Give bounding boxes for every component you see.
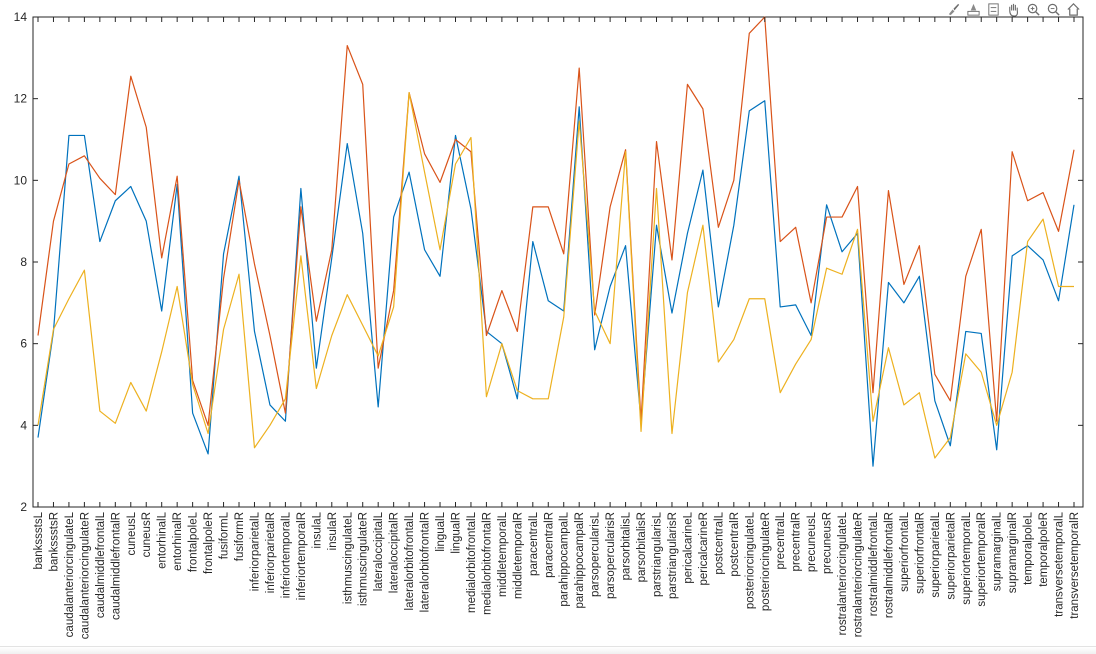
x-tick-label: frontalpoleL — [188, 511, 200, 572]
x-tick-label: isthmuscingulateL — [342, 511, 354, 604]
y-tick-label: 8 — [20, 255, 27, 269]
x-tick-label: lingualR — [450, 512, 462, 554]
x-tick-label: superiorfrontalL — [899, 511, 911, 592]
x-tick-label: middletemporalR — [512, 512, 524, 599]
series-line-series3[interactable] — [37, 91, 1074, 459]
axes — [32, 16, 1084, 508]
x-tick-label: superiorparietalL — [930, 511, 942, 597]
x-tick-label: parsopercularisL — [590, 511, 602, 597]
home-icon[interactable] — [1064, 1, 1082, 17]
x-tick-label: transversetemporalR — [1069, 512, 1081, 619]
x-tick-label: posteriorcingulateR — [760, 512, 772, 611]
x-tick-label: supramarginalR — [1007, 512, 1019, 593]
x-tick-label: supramarginalL — [992, 511, 1004, 591]
x-tick-label: parsorbitalisR — [636, 512, 648, 582]
series-line-series1[interactable] — [37, 100, 1075, 467]
y-tick-label: 2 — [20, 500, 27, 514]
x-tick-label: medialorbitofrontalR — [481, 512, 493, 615]
x-tick-label: parahippocampalL — [559, 511, 571, 606]
data-tips-icon[interactable] — [964, 1, 982, 17]
x-tick-label: frontalpoleR — [203, 512, 215, 574]
x-tick-label: temporalpoleR — [1038, 512, 1050, 587]
x-tick-label: paracentralR — [543, 512, 555, 578]
y-tick-label: 10 — [14, 173, 28, 187]
x-tick-label: parstriangularisR — [667, 512, 679, 599]
status-strip — [0, 646, 1096, 654]
plot-area-box — [32, 16, 1084, 508]
y-tick-label: 6 — [20, 337, 27, 351]
x-tick-label: lingualL — [435, 511, 447, 551]
x-tick-label: entorhinalL — [157, 511, 169, 569]
x-tick-label: temporalpoleL — [1023, 511, 1035, 584]
x-tick-label: postcentralR — [729, 512, 741, 577]
x-tick-label: lateralorbitofrontalL — [404, 511, 416, 610]
brush-icon[interactable] — [944, 1, 962, 17]
x-tick-label: transversetemporalL — [1054, 511, 1066, 616]
x-tick-label: inferiortemporalL — [280, 511, 292, 598]
series-line-series2[interactable] — [37, 16, 1075, 426]
x-tick-label: posteriorcingulateL — [744, 511, 756, 609]
x-tick-label: parahippocampalR — [574, 512, 586, 609]
x-tick-label: fusiformL — [219, 511, 231, 559]
x-tick-label: caudalmiddlefrontalR — [110, 512, 122, 620]
x-tick-label: rostralanteriorcingulateL — [837, 511, 849, 635]
x-tick-label: superiorparietalR — [945, 512, 957, 600]
x-tick-label: medialorbitofrontalL — [466, 511, 478, 613]
x-tick-label: insulaL — [311, 511, 323, 548]
figure-toolbar — [944, 0, 1082, 18]
x-tick-label: lateraloccipitalL — [373, 511, 385, 591]
x-tick-label: caudalanteriorcingulateL — [64, 511, 76, 637]
x-tick-label: pericalcarineL — [682, 511, 694, 583]
x-tick-label: rostralmiddlefrontalL — [868, 511, 880, 616]
x-tick-label: precentralR — [791, 512, 803, 571]
y-tick-label: 4 — [20, 418, 27, 432]
x-tick-label: postcentralL — [713, 511, 725, 574]
zoom-out-icon[interactable] — [1044, 1, 1062, 17]
x-tick-label: inferiorparietalL — [249, 511, 261, 591]
x-tick-label: fusiformR — [234, 512, 246, 561]
x-tick-label: parstriangularisL — [652, 511, 664, 597]
x-tick-label: precuneusL — [806, 511, 818, 572]
x-tick-label: lateraloccipitalR — [389, 512, 401, 593]
x-tick-label: caudalmiddlefrontalL — [95, 511, 107, 618]
x-tick-label: superiorfrontalR — [914, 512, 926, 594]
x-tick-label: entorhinalR — [172, 512, 184, 571]
y-tick-label: 14 — [14, 10, 28, 24]
x-tick-label: inferiortemporalR — [296, 512, 308, 600]
x-tick-label: cuneusL — [126, 511, 138, 555]
x-tick-label: pericalcarineR — [698, 512, 710, 586]
y-tick-label: 12 — [14, 92, 28, 106]
pan-icon[interactable] — [1004, 1, 1022, 17]
plot-lines — [37, 16, 1075, 467]
x-tick-label: inferiorparietalR — [265, 512, 277, 593]
x-tick-label: lateralorbitofrontalR — [420, 512, 432, 612]
x-tick-label: parsorbitalisL — [621, 511, 633, 580]
x-tick-label: middletemporalL — [497, 511, 509, 597]
x-tick-label: bankssstsR — [48, 512, 60, 571]
x-tick-label: rostralanteriorcingulateR — [853, 512, 865, 637]
x-tick-label: caudalanteriorcingulateR — [79, 512, 91, 639]
x-tick-label: bankssstsL — [33, 511, 45, 569]
x-tick-label: precentralL — [775, 511, 787, 569]
legend-icon[interactable] — [984, 1, 1002, 17]
x-tick-label: insulaR — [327, 512, 339, 550]
x-tick-label: superiortemporalR — [976, 512, 988, 607]
zoom-in-icon[interactable] — [1024, 1, 1042, 17]
x-tick-label: isthmuscingulateR — [358, 512, 370, 606]
x-tick-label: precuneusR — [822, 512, 834, 574]
x-tick-label: cuneusR — [141, 512, 153, 557]
axis-ticks: 2 4 6 8 10 12 14 bankssstsL bankssstsR caudalante… — [14, 10, 1083, 639]
x-tick-label: parsopercularisR — [605, 512, 617, 599]
x-tick-label: rostralmiddlefrontalR — [883, 512, 895, 618]
x-tick-label: paracentralL — [528, 511, 540, 576]
x-tick-label: superiortemporalL — [961, 511, 973, 604]
